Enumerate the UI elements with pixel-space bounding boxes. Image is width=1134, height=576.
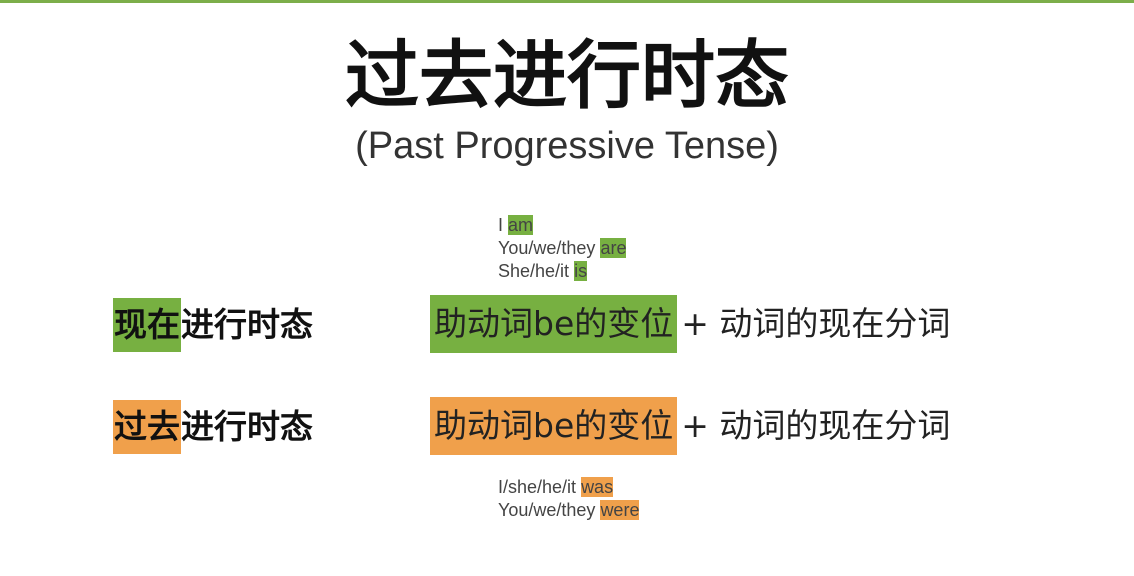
present-progressive-label: 现在进行时态	[113, 298, 313, 352]
participle-text: + 动词的现在分词	[681, 406, 951, 445]
participle-text: + 动词的现在分词	[681, 304, 951, 343]
conjugation-subject: She/he/it	[498, 261, 570, 281]
auxiliary-be-box: 助动词be的变位	[430, 295, 678, 353]
past-progressive-formula: 助动词be的变位 + 动词的现在分词	[430, 397, 950, 455]
conjugation-subject: You/we/they	[498, 500, 596, 520]
past-progressive-label: 过去进行时态	[113, 400, 313, 454]
conjugation-verb: were	[600, 500, 640, 520]
conjugation-line: You/we/they were	[498, 499, 640, 522]
label-rest: 进行时态	[181, 407, 313, 446]
page-title: 过去进行时态	[345, 33, 789, 119]
label-rest: 进行时态	[181, 305, 313, 344]
conjugation-verb: was	[581, 477, 614, 497]
conjugation-verb: are	[600, 238, 627, 258]
conjugation-verb: am	[508, 215, 534, 235]
conjugation-line: She/he/it is	[498, 260, 626, 283]
conjugation-verb: is	[574, 261, 588, 281]
label-highlight: 过去	[113, 400, 181, 454]
conjugation-line: I am	[498, 214, 626, 237]
label-highlight: 现在	[113, 298, 181, 352]
present-conjugation-list: I am You/we/they are She/he/it is	[498, 214, 627, 283]
page-subtitle: (Past Progressive Tense)	[355, 125, 779, 167]
present-progressive-formula: 助动词be的变位 + 动词的现在分词	[430, 295, 950, 353]
conjugation-line: I/she/he/it was	[498, 476, 639, 499]
conjugation-line: You/we/they are	[498, 237, 627, 260]
conjugation-subject: I/she/he/it	[498, 477, 577, 497]
conjugation-subject: You/we/they	[498, 238, 596, 258]
auxiliary-be-box: 助动词be的变位	[430, 397, 678, 455]
conjugation-subject: I	[498, 215, 504, 235]
top-rule	[0, 0, 1134, 3]
past-conjugation-list: I/she/he/it was You/we/they were	[498, 476, 640, 522]
